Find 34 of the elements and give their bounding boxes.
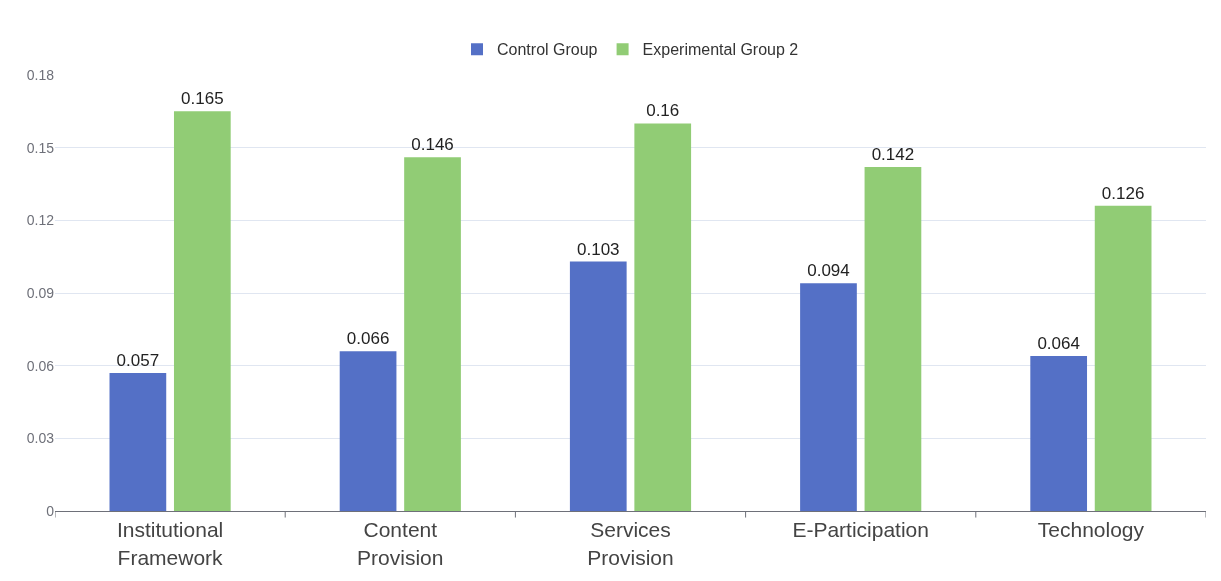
bar — [569, 261, 627, 511]
y-tick-label: 0.15 — [26, 139, 55, 156]
legend-label: Control Group — [497, 41, 598, 59]
x-tick-label: Content Provision — [357, 518, 444, 569]
y-tick-label: 0 — [46, 502, 55, 519]
data-label: 0.142 — [871, 145, 915, 165]
data-label: 0.064 — [1037, 333, 1080, 353]
x-tick-label: Services Provision — [587, 518, 674, 569]
bar — [864, 167, 922, 511]
data-label: 0.066 — [346, 329, 390, 349]
y-tick-label: 0.18 — [26, 66, 55, 83]
y-tick-label: 0.06 — [26, 357, 55, 374]
x-tick-label: E-Participation — [792, 518, 929, 542]
data-label: 0.165 — [181, 89, 224, 109]
data-label: 0.094 — [807, 261, 850, 281]
legend-label: Experimental Group 2 — [642, 41, 799, 59]
bar — [339, 351, 397, 511]
data-label: 0.146 — [411, 135, 454, 155]
bar — [1030, 355, 1088, 511]
y-tick-label: 0.09 — [26, 284, 55, 301]
data-label: 0.103 — [577, 239, 620, 259]
bar — [800, 283, 857, 511]
bar — [634, 123, 692, 511]
bar — [1094, 205, 1152, 511]
data-label: 0.126 — [1101, 183, 1145, 203]
data-label: 0.057 — [116, 350, 160, 370]
bar — [173, 111, 231, 511]
y-tick-label: 0.03 — [26, 430, 55, 447]
bar — [404, 157, 461, 511]
y-tick-label: 0.12 — [26, 212, 55, 229]
bar — [109, 372, 167, 511]
x-tick-label: Institutional Framework — [116, 518, 224, 569]
data-label: 0.16 — [646, 101, 680, 121]
x-tick-label: Technology — [1037, 518, 1145, 542]
